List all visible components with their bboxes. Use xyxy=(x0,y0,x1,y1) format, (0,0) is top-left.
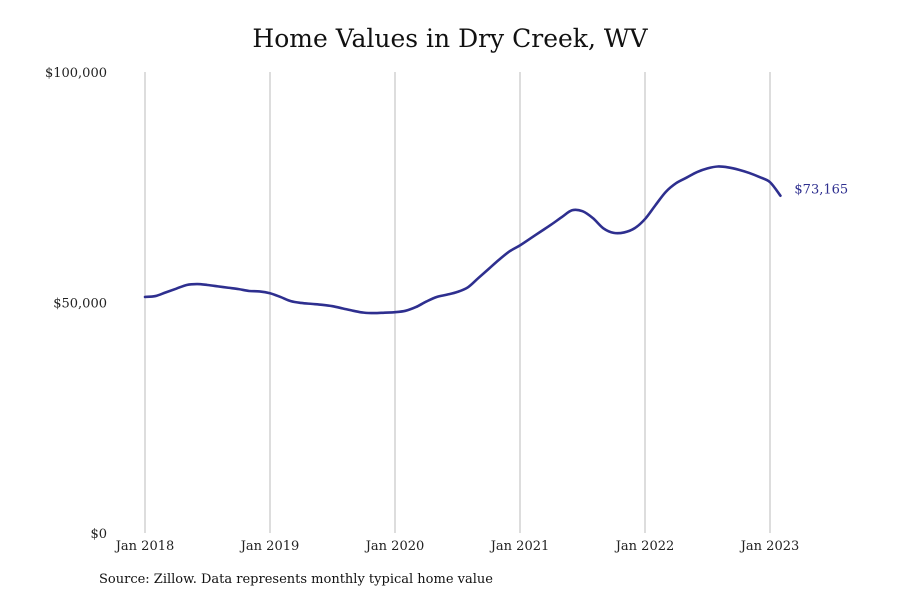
y-axis-ticks: $0 $50,000 $100,000 xyxy=(45,66,107,542)
x-axis-ticks: Jan 2018 Jan 2019 Jan 2020 Jan 2021 Jan 2022… xyxy=(114,539,800,554)
annotation-layer: $73,165 xyxy=(794,183,848,198)
x-tick-label: Jan 2021 xyxy=(489,539,550,554)
y-tick-label: $0 xyxy=(90,527,107,542)
y-tick-label: $100,000 xyxy=(45,66,107,81)
x-tick-label: Jan 2018 xyxy=(114,539,175,554)
series-layer xyxy=(143,165,782,315)
y-tick-label: $50,000 xyxy=(53,297,107,312)
x-tick-label: Jan 2019 xyxy=(239,539,300,554)
chart-title: Home Values in Dry Creek, WV xyxy=(252,24,648,53)
x-tick-label: Jan 2020 xyxy=(364,539,425,554)
series-line xyxy=(143,165,782,315)
x-tick-label: Jan 2023 xyxy=(739,539,800,554)
source-note: Source: Zillow. Data represents monthly … xyxy=(99,572,493,587)
end-value-label: $73,165 xyxy=(794,183,848,198)
x-tick-label: Jan 2022 xyxy=(614,539,675,554)
gridlines xyxy=(144,72,771,533)
